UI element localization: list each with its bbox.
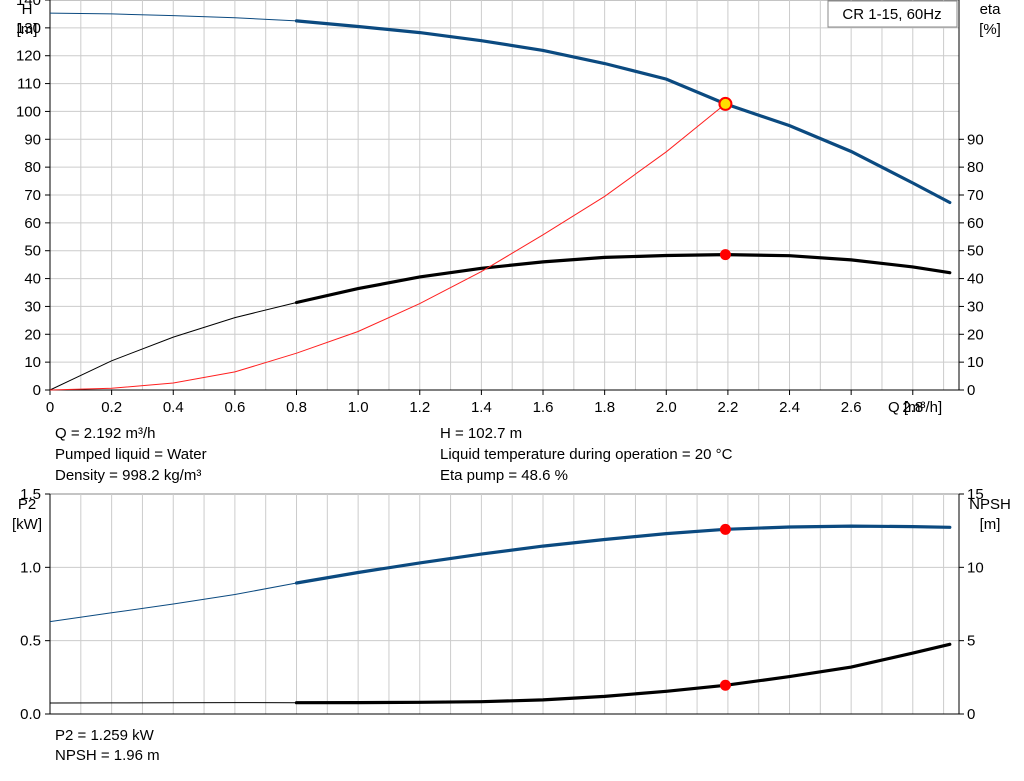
y-axis-label-right-name: NPSH [969, 496, 1011, 513]
y-tick-label-left: 80 [24, 159, 41, 176]
y-tick-label-left: 10 [24, 354, 41, 371]
y-tick-label-left: 0.5 [20, 633, 41, 650]
y-tick-label-right: 80 [967, 159, 984, 176]
x-tick-label: 1.8 [594, 399, 615, 416]
head-efficiency-chart: 0 10 20 30 40 50 60 70 80 90 100 110 120 130 140 0 10 20 3… [16, 0, 1001, 416]
y-tick-label-left: 0.0 [20, 706, 41, 723]
x-tick-label: 2.2 [717, 399, 738, 416]
y-tick-label-left: 30 [24, 298, 41, 315]
y-tick-label-left: 0 [33, 382, 41, 399]
info-npsh: NPSH = 1.96 m [55, 747, 160, 764]
y-axis-label-left-unit: [kW] [12, 516, 42, 533]
x-tick-label: 0.2 [101, 399, 122, 416]
y-tick-label-left: 70 [24, 187, 41, 204]
operating-point-H [718, 96, 733, 111]
info-pumped-liquid: Pumped liquid = Water [55, 446, 207, 463]
x-tick-label: 2.0 [656, 399, 677, 416]
curve-eta [294, 252, 952, 305]
y-tick-label-right: 50 [967, 243, 984, 260]
curve-system [49, 103, 726, 391]
y-tick-label-left: 20 [24, 326, 41, 343]
curve-H-extended [49, 12, 297, 22]
y-tick-label-left: 130 [16, 20, 41, 37]
x-tick-label: 0.8 [286, 399, 307, 416]
info-liquid-temperature: Liquid temperature during operation = 20… [440, 446, 733, 463]
x-tick-label: 1.0 [348, 399, 369, 416]
y-tick-label-right: 70 [967, 187, 984, 204]
y-tick-label-right: 60 [967, 215, 984, 232]
y-tick-label-right: 5 [967, 633, 975, 650]
plot-frame [49, 493, 960, 715]
chart-title: CR 1-15, 60Hz [842, 6, 941, 23]
x-tick-label: 1.2 [409, 399, 430, 416]
x-tick-label: 0.6 [224, 399, 245, 416]
y-tick-label-right: 10 [967, 559, 984, 576]
info-q: Q = 2.192 m³/h [55, 425, 156, 442]
y-axis-label-left-name: P2 [18, 496, 36, 513]
y-tick-label-right: 30 [967, 298, 984, 315]
y-tick-label-left: 40 [24, 271, 41, 288]
x-tick-label: 0 [46, 399, 54, 416]
y-tick-label-right: 90 [967, 131, 984, 148]
operating-point-eta [719, 249, 731, 261]
y-tick-label-left: 50 [24, 243, 41, 260]
info-h: H = 102.7 m [440, 425, 523, 442]
y-tick-label-left: 140 [16, 0, 41, 9]
y-tick-label-left: 90 [24, 131, 41, 148]
y-tick-label-left: 110 [17, 76, 41, 93]
y-tick-label-right: 0 [967, 382, 975, 399]
y-axis-label-right-unit: [m] [980, 516, 1001, 533]
curve-H [294, 19, 952, 205]
operating-point-P2 [719, 523, 731, 535]
y-axis-label-left-unit: [m] [17, 21, 38, 38]
y-axis-label-left-name: H [22, 1, 33, 18]
y-tick-label-left: 60 [24, 215, 41, 232]
chart-title-box [827, 0, 958, 28]
y-tick-label-left: 100 [16, 103, 41, 120]
power-npsh-chart: 0.0 0.5 1.0 1.5 0 5 10 15 P2 [kW] NPSH [m] [12, 486, 1011, 723]
y-tick-label-left: 120 [16, 48, 41, 65]
y-tick-label-left: 1.5 [20, 486, 41, 503]
curve-P2-extended [49, 582, 297, 623]
x-tick-label: 2.4 [779, 399, 800, 416]
x-tick-label: 1.4 [471, 399, 492, 416]
curve-P2 [294, 524, 952, 585]
operating-point-NPSH [719, 679, 731, 691]
y-axis-label-right-name: eta [980, 1, 1002, 18]
curve-eta-extended [49, 302, 297, 391]
x-tick-label: 0.4 [163, 399, 184, 416]
x-tick-label: 1.6 [533, 399, 554, 416]
x-tick-label: 2.8 [902, 399, 923, 416]
y-axis-label-right-unit: [%] [979, 21, 1001, 38]
info-density: Density = 998.2 kg/m³ [55, 467, 202, 484]
curve-NPSH [294, 642, 952, 705]
y-tick-label-right: 40 [967, 271, 984, 288]
info-eta-pump: Eta pump = 48.6 % [440, 467, 568, 484]
y-tick-label-right: 15 [967, 486, 984, 503]
info-p2: P2 = 1.259 kW [55, 727, 154, 744]
y-tick-label-right: 0 [967, 706, 975, 723]
x-axis-label: Q [m³/h] [888, 399, 942, 416]
y-tick-label-left: 1.0 [20, 559, 41, 576]
y-tick-label-right: 20 [967, 326, 984, 343]
x-tick-label: 2.6 [841, 399, 862, 416]
y-tick-label-right: 10 [967, 354, 984, 371]
